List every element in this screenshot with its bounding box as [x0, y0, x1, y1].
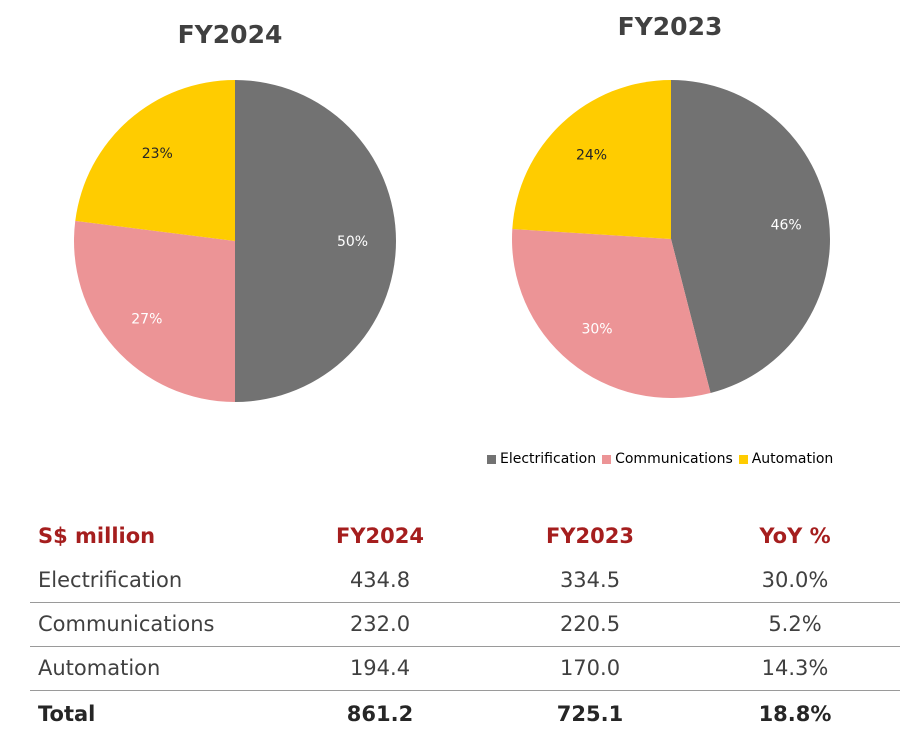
table-header-fy2024: FY2024 [336, 524, 424, 548]
table-cell: 170.0 [490, 646, 690, 691]
table-cell: 194.4 [270, 646, 490, 691]
data-label-automation-fy2023: 24% [576, 147, 607, 163]
legend-swatch-communications [602, 454, 612, 464]
table-cell: 18.8% [758, 701, 832, 726]
pie-title-fy2023: FY2023 [617, 12, 723, 41]
legend-item-automation: Automation [738, 451, 834, 467]
data-label-automation-fy2024: 23% [142, 146, 173, 162]
pie-slice-automation-fy2024 [75, 80, 235, 241]
legend-label-electrification: Electrification [500, 451, 597, 467]
pie-chart-fy2023: 46% 30% 24% [511, 80, 830, 398]
pie-title-fy2024: FY2024 [177, 20, 283, 49]
table-header-yoy: YoY % [759, 524, 831, 548]
data-label-electrification-fy2023: 46% [771, 217, 802, 233]
pie-chart-fy2024: 50% 27% 23% [73, 80, 396, 402]
table-header-fy2023: FY2023 [546, 524, 634, 548]
data-label-electrification-fy2024: 50% [337, 234, 368, 250]
table-cell: 725.1 [556, 701, 624, 726]
table-cell: 5.2% [690, 602, 900, 647]
pie-slice-communications-fy2024 [73, 220, 235, 402]
legend-label-communications: Communications [615, 451, 733, 467]
table-cell: Electrification [30, 558, 270, 603]
table-cell: Communications [30, 602, 270, 647]
table-header-unit: S$ million [38, 524, 156, 548]
legend-label-automation: Automation [751, 451, 834, 467]
table-row-automation: Automation 194.4 170.0 14.3% [30, 646, 900, 691]
table-cell: 30.0% [690, 558, 900, 603]
data-label-communications-fy2024: 27% [131, 312, 162, 328]
pie-slice-electrification-fy2023 [671, 80, 830, 394]
table-row-total: Total 861.2 725.1 18.8% [30, 690, 900, 737]
revenue-table: S$ million FY2024 FY2023 YoY % Electrifi… [30, 514, 900, 737]
data-label-communications-fy2023: 30% [581, 321, 612, 337]
table-cell: 861.2 [346, 701, 414, 726]
table-header-row: S$ million FY2024 FY2023 YoY % [30, 514, 900, 558]
table-cell: Automation [30, 646, 270, 691]
table-cell: 334.5 [490, 558, 690, 603]
table-row-electrification: Electrification 434.8 334.5 30.0% [30, 558, 900, 603]
table-row-communications: Communications 232.0 220.5 5.2% [30, 602, 900, 647]
table-cell: 220.5 [490, 602, 690, 647]
pie-slice-communications-fy2023 [511, 229, 711, 398]
table-cell: Total [38, 701, 96, 726]
chart-legend: Electrification Communications Automatio… [487, 451, 839, 467]
legend-swatch-electrification [487, 454, 496, 464]
legend-swatch-automation [738, 454, 748, 464]
pie-slice-automation-fy2023 [512, 80, 671, 239]
legend-item-electrification: Electrification [487, 451, 596, 467]
table-cell: 434.8 [270, 558, 490, 603]
table-cell: 232.0 [270, 602, 490, 647]
legend-item-communications: Communications [602, 451, 733, 467]
pie-slice-electrification-fy2024 [235, 80, 396, 402]
table-cell: 14.3% [690, 646, 900, 691]
